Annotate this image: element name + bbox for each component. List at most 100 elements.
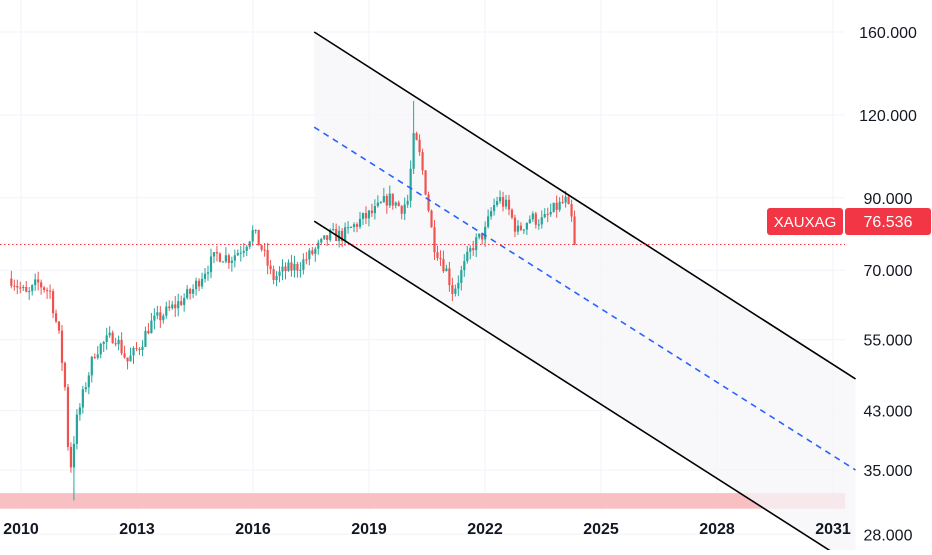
candle-up xyxy=(531,213,534,220)
x-tick-label: 2010 xyxy=(3,521,39,538)
candle-up xyxy=(239,252,242,254)
candle-down xyxy=(40,282,43,288)
y-tick-label: 160.000 xyxy=(859,25,917,42)
candle-down xyxy=(448,268,451,286)
candle-down xyxy=(424,170,427,195)
candle-up xyxy=(558,201,561,210)
candle-up xyxy=(478,233,481,238)
candle-up xyxy=(492,204,496,212)
candle-up xyxy=(183,298,186,305)
candle-down xyxy=(364,213,368,219)
candle-down xyxy=(305,259,308,261)
candle-down xyxy=(135,347,138,349)
candle-down xyxy=(415,133,418,140)
candle-up xyxy=(22,286,25,288)
candle-down xyxy=(436,252,439,258)
candle-up xyxy=(236,252,239,256)
candle-up xyxy=(281,266,284,272)
candle-up xyxy=(102,342,105,344)
candle-up xyxy=(406,200,409,205)
x-tick-label: 2016 xyxy=(235,521,271,538)
candle-up xyxy=(84,387,87,390)
candle-down xyxy=(433,227,436,253)
channel-area xyxy=(314,32,856,555)
candle-down xyxy=(16,286,19,288)
candle-up xyxy=(457,282,460,289)
candle-down xyxy=(269,265,272,270)
candle-down xyxy=(138,348,141,351)
channel-fill xyxy=(314,32,856,555)
candle-down xyxy=(215,252,219,254)
candle-down xyxy=(507,199,511,210)
candle-down xyxy=(546,214,549,216)
candle-up xyxy=(177,301,180,309)
candle-up xyxy=(78,407,81,415)
candle-down xyxy=(284,266,287,272)
candle-up xyxy=(352,224,356,228)
candle-up xyxy=(192,289,195,294)
candle-up xyxy=(90,356,93,376)
candle-down xyxy=(25,286,28,292)
candle-down xyxy=(418,139,421,153)
y-axis: 160.000 120.000 90.000 70.000 55.000 43.000 35… xyxy=(859,25,917,544)
candle-up xyxy=(221,261,225,263)
candle-down xyxy=(45,290,49,292)
candle-up xyxy=(373,206,376,214)
support-zone xyxy=(0,493,845,509)
candle-down xyxy=(481,233,484,240)
candle-up xyxy=(165,306,168,316)
last-price-badge xyxy=(845,208,931,235)
candle-up xyxy=(87,375,90,388)
candle-up xyxy=(278,271,281,276)
candle-down xyxy=(218,253,222,262)
candle-up xyxy=(338,230,341,241)
candle-down xyxy=(54,313,58,322)
channel-lower-line xyxy=(313,220,839,555)
candle-down xyxy=(57,321,61,331)
candle-up xyxy=(361,213,365,219)
candle-down xyxy=(126,357,129,362)
candle-up xyxy=(194,280,198,290)
candle-up xyxy=(349,227,353,229)
candle-up xyxy=(144,330,147,347)
symbol-badge xyxy=(767,208,843,235)
candle-up xyxy=(516,225,520,232)
candle-up xyxy=(498,197,502,202)
candle-up xyxy=(323,235,326,239)
candle-up xyxy=(81,389,84,408)
candle-down xyxy=(197,280,201,287)
candle-up xyxy=(75,414,78,444)
candle-up xyxy=(206,272,210,274)
candle-up xyxy=(186,289,189,299)
candle-up xyxy=(212,252,216,257)
candle-down xyxy=(561,201,564,203)
candle-down xyxy=(48,290,52,292)
candle-down xyxy=(168,306,171,309)
candle-up xyxy=(522,229,525,231)
candle-down xyxy=(534,213,537,225)
x-tick-label: 2028 xyxy=(699,521,735,538)
candle-down xyxy=(296,263,299,271)
candle-up xyxy=(454,288,457,294)
candle-up xyxy=(463,261,466,271)
candle-down xyxy=(311,250,314,254)
x-tick-label: 2025 xyxy=(583,521,619,538)
candle-up xyxy=(475,237,478,251)
candle-up xyxy=(248,241,251,247)
candle-down xyxy=(421,152,424,171)
candle-up xyxy=(153,315,156,321)
symbol-label: XAUXAG xyxy=(774,214,837,231)
candle-down xyxy=(266,250,269,266)
candle-up xyxy=(141,346,144,351)
candle-down xyxy=(570,204,573,217)
candle-up xyxy=(332,229,335,231)
candle-up xyxy=(245,246,248,251)
candle-down xyxy=(430,210,433,228)
candle-up xyxy=(105,335,108,343)
candle-down xyxy=(472,248,475,251)
candle-up xyxy=(317,242,320,249)
candle-down xyxy=(180,301,183,305)
candle-up xyxy=(28,291,31,293)
candle-down xyxy=(10,278,13,286)
